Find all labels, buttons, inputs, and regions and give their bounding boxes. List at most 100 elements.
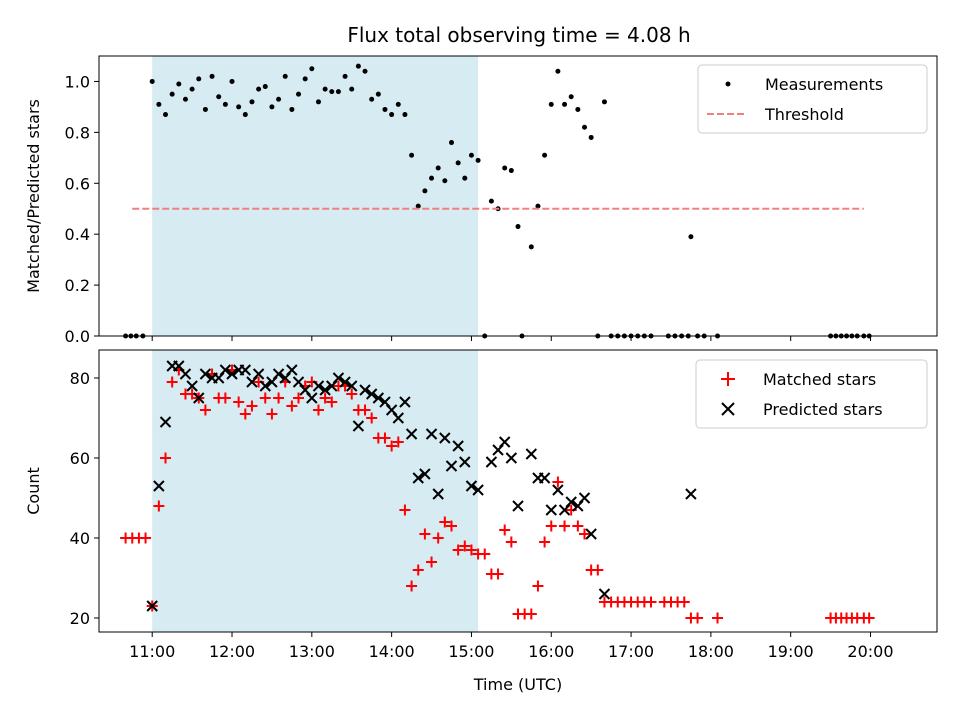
data-point-predicted	[286, 364, 298, 376]
data-point-measurement	[369, 96, 375, 102]
data-point-predicted	[565, 496, 577, 508]
x-tick-label: 16:00	[528, 642, 574, 661]
x-tick-label: 14:00	[369, 642, 415, 661]
data-point-predicted	[439, 432, 451, 444]
data-point-matched	[545, 520, 557, 532]
x-tick-label: 18:00	[688, 642, 734, 661]
data-point-predicted	[465, 480, 478, 492]
data-point-measurement	[209, 73, 215, 79]
shaded-region-top	[152, 56, 479, 336]
x-tick-label: 20:00	[847, 642, 893, 661]
data-point-measurement	[515, 224, 521, 230]
data-point-measurement	[249, 99, 255, 105]
x-axis-label: Time (UTC)	[473, 675, 562, 694]
y-tick-label: 0.8	[65, 123, 90, 142]
data-point-matched	[392, 436, 404, 448]
data-point-measurement	[309, 66, 315, 72]
xtick-group-bottom: 11:00 12:00 13:00 14:00 15:00 16:00 17:00 18:00…	[129, 632, 894, 661]
data-point-measurement	[508, 168, 514, 174]
data-point-matched	[359, 404, 371, 416]
data-point-matched	[863, 612, 875, 624]
data-point-matched	[432, 532, 444, 544]
y-tick-label: 20	[70, 609, 90, 628]
data-point-predicted	[319, 384, 331, 396]
data-point-predicted	[332, 372, 345, 384]
data-point-measurement	[256, 86, 262, 92]
data-point-measurement	[382, 106, 388, 112]
data-point-matched	[259, 392, 271, 404]
data-point-measurement	[375, 91, 381, 97]
data-point-matched	[426, 556, 438, 568]
data-point-measurement	[302, 76, 308, 82]
data-point-predicted	[346, 380, 358, 392]
y-tick-label: 0.6	[65, 174, 90, 193]
data-point-matched	[419, 528, 431, 540]
legend-label-threshold: Threshold	[764, 105, 844, 124]
legend-marker-matched	[721, 372, 735, 386]
data-point-measurement	[448, 140, 454, 146]
data-point-matched	[219, 392, 231, 404]
data-point-predicted	[419, 468, 431, 480]
legend-frame-bottom	[695, 359, 928, 429]
data-point-measurement	[176, 81, 182, 87]
data-point-measurement	[229, 78, 235, 84]
data-point-measurement	[415, 203, 421, 209]
data-point-matched	[266, 408, 278, 420]
data-point-predicted	[485, 456, 498, 468]
data-point-measurement	[688, 234, 694, 240]
x-tick-label: 11:00	[129, 642, 175, 661]
data-point-measurement	[222, 101, 228, 107]
data-point-matched	[539, 536, 551, 548]
data-point-measurement	[202, 106, 208, 112]
data-point-matched	[160, 452, 172, 464]
data-point-measurement	[409, 152, 415, 158]
data-point-predicted	[505, 452, 518, 464]
data-point-measurement	[475, 157, 481, 163]
data-point-matched	[246, 400, 258, 412]
data-point-predicted	[219, 364, 232, 376]
data-point-predicted	[272, 368, 285, 380]
data-point-matched	[273, 392, 285, 404]
data-point-measurement	[289, 106, 295, 112]
data-point-predicted	[239, 364, 252, 376]
data-point-measurement	[169, 91, 175, 97]
x-tick-label: 17:00	[608, 642, 654, 661]
y-axis-label-top: Matched/Predicted stars	[24, 99, 43, 293]
data-point-matched	[406, 580, 418, 592]
data-point-measurement	[342, 73, 348, 79]
data-point-matched	[239, 408, 251, 420]
data-point-predicted	[186, 380, 198, 392]
data-point-matched	[452, 544, 464, 556]
data-point-measurement	[315, 99, 321, 105]
data-point-matched	[286, 400, 298, 412]
data-point-predicted	[498, 436, 511, 448]
data-point-predicted	[405, 428, 418, 440]
data-point-predicted	[259, 380, 271, 392]
data-point-measurement	[568, 94, 574, 100]
data-point-measurement	[395, 101, 401, 107]
data-point-predicted	[459, 456, 471, 468]
data-point-measurement	[149, 78, 155, 84]
data-point-predicted	[306, 392, 318, 404]
ytick-group-bottom: 20 40 60 80	[70, 369, 99, 628]
x-tick-label: 13:00	[289, 642, 335, 661]
data-point-matched	[479, 548, 491, 560]
data-point-measurement	[282, 73, 288, 79]
series-group-top	[123, 63, 872, 339]
data-point-measurement	[555, 68, 561, 74]
y-tick-label: 60	[70, 449, 90, 468]
data-point-measurement	[588, 134, 594, 140]
plot-frame-bottom	[98, 349, 938, 633]
data-point-predicted	[425, 428, 438, 440]
data-point-predicted	[452, 440, 464, 452]
data-point-measurement	[455, 160, 461, 166]
data-point-measurement	[189, 86, 195, 92]
data-point-matched	[692, 612, 704, 624]
data-point-measurement	[276, 96, 282, 102]
data-point-predicted	[578, 492, 591, 504]
x-tick-label: 12:00	[209, 642, 255, 661]
panel-ratio: 0.0 0.2 0.4 0.6 0.8 1.0 Matched/Predicted sta…	[24, 55, 938, 346]
data-point-measurement	[335, 89, 341, 95]
data-point-matched	[645, 596, 657, 608]
data-point-measurement	[562, 101, 568, 107]
